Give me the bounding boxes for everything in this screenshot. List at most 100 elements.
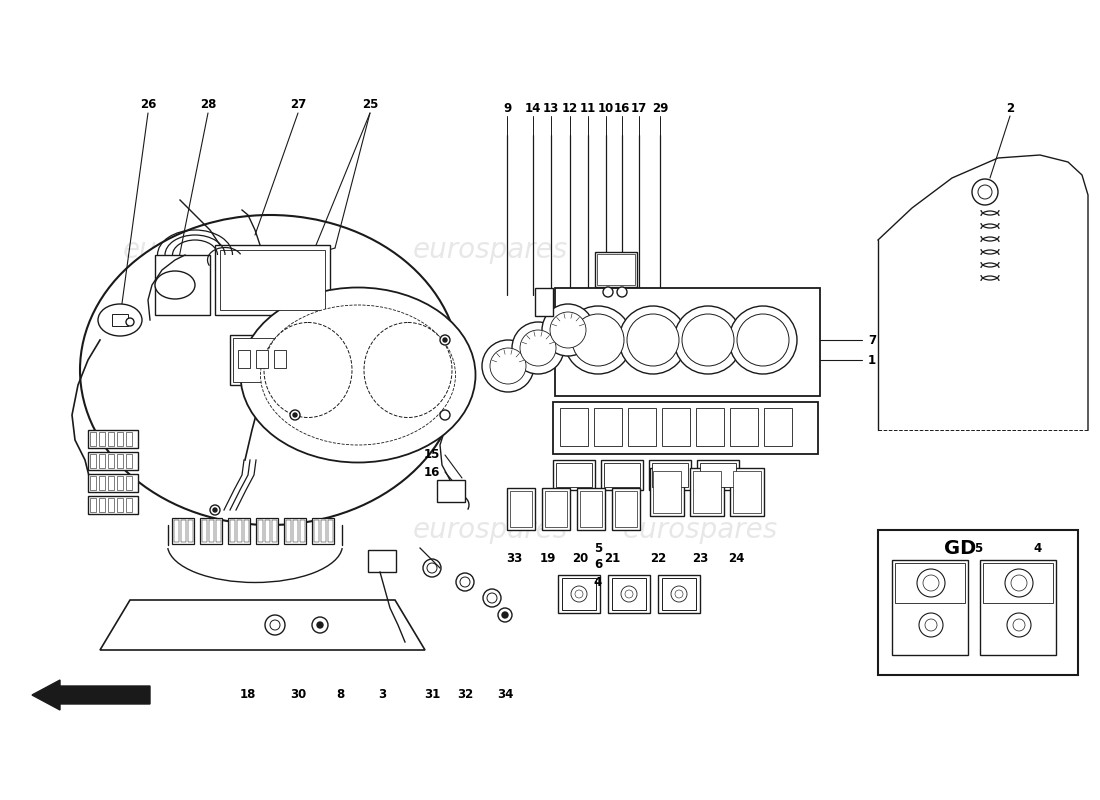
Circle shape [564, 306, 632, 374]
Text: eurospares: eurospares [412, 516, 568, 544]
Bar [553, 460, 595, 490]
Circle shape [729, 306, 798, 374]
Circle shape [619, 306, 688, 374]
Text: 18: 18 [240, 689, 256, 702]
Bar [983, 563, 1053, 603]
Bar [662, 578, 696, 610]
Text: eurospares: eurospares [412, 236, 568, 264]
Bar [209, 520, 214, 542]
Bar [230, 520, 235, 542]
Circle shape [270, 620, 280, 630]
Text: 5: 5 [594, 542, 602, 554]
Text: 22: 22 [650, 551, 667, 565]
Bar [650, 468, 684, 516]
Text: 5: 5 [974, 542, 982, 554]
Bar [562, 578, 596, 610]
Circle shape [675, 590, 683, 598]
Bar [764, 408, 792, 446]
Ellipse shape [80, 215, 460, 525]
Bar [300, 520, 305, 542]
Text: 20: 20 [572, 551, 588, 565]
Bar [697, 460, 739, 490]
Bar [228, 518, 250, 544]
Ellipse shape [98, 304, 142, 336]
Bar [628, 408, 656, 446]
Circle shape [440, 335, 450, 345]
Bar [188, 520, 192, 542]
Circle shape [443, 338, 447, 342]
Circle shape [512, 322, 564, 374]
Text: 16: 16 [614, 102, 630, 114]
Text: 10: 10 [598, 102, 614, 114]
Bar [90, 476, 96, 490]
Bar [580, 491, 602, 527]
Text: eurospares: eurospares [122, 236, 277, 264]
Bar [99, 498, 104, 512]
Bar [258, 520, 263, 542]
Bar [236, 520, 242, 542]
Bar [284, 518, 306, 544]
Bar [878, 530, 1078, 675]
Bar [108, 476, 114, 490]
Bar [615, 491, 637, 527]
Circle shape [498, 608, 512, 622]
Bar [117, 476, 123, 490]
Circle shape [603, 287, 613, 297]
Text: 7: 7 [868, 334, 876, 346]
Circle shape [627, 314, 679, 366]
Bar [216, 520, 221, 542]
Bar [108, 498, 114, 512]
Bar [535, 288, 553, 316]
Bar [730, 468, 764, 516]
Text: 6: 6 [594, 558, 602, 571]
Circle shape [923, 575, 939, 591]
Circle shape [1011, 575, 1027, 591]
Ellipse shape [364, 322, 452, 418]
Bar [556, 463, 592, 487]
Bar [437, 480, 465, 502]
Circle shape [682, 314, 734, 366]
Bar [595, 252, 637, 287]
Ellipse shape [264, 322, 352, 418]
Bar [202, 520, 207, 542]
Bar [662, 408, 690, 446]
Text: 2: 2 [1005, 102, 1014, 114]
Bar [108, 432, 114, 446]
Bar [99, 476, 104, 490]
Circle shape [918, 613, 943, 637]
Bar [256, 518, 278, 544]
Text: 27: 27 [290, 98, 306, 111]
Bar [652, 463, 688, 487]
Text: 23: 23 [692, 551, 708, 565]
Circle shape [1005, 569, 1033, 597]
Circle shape [1013, 619, 1025, 631]
Bar [256, 350, 268, 368]
Bar [265, 520, 269, 542]
Bar [594, 408, 621, 446]
Bar [126, 432, 132, 446]
Bar [895, 563, 965, 603]
Bar [155, 255, 210, 315]
Bar [553, 402, 818, 454]
Bar [542, 488, 570, 530]
Bar [117, 454, 123, 468]
Bar [88, 474, 138, 492]
Bar [233, 338, 292, 382]
Bar [117, 498, 123, 512]
Text: 28: 28 [200, 98, 217, 111]
Bar [507, 488, 535, 530]
Circle shape [572, 314, 624, 366]
Text: 16: 16 [424, 466, 440, 478]
Circle shape [550, 312, 586, 348]
Text: 34: 34 [497, 689, 514, 702]
Text: 33: 33 [506, 551, 522, 565]
Circle shape [487, 593, 497, 603]
Circle shape [671, 586, 688, 602]
Bar [172, 518, 194, 544]
Bar [90, 498, 96, 512]
Circle shape [617, 287, 627, 297]
Bar [88, 430, 138, 448]
Text: 31: 31 [424, 689, 440, 702]
Circle shape [424, 559, 441, 577]
Ellipse shape [155, 271, 195, 299]
